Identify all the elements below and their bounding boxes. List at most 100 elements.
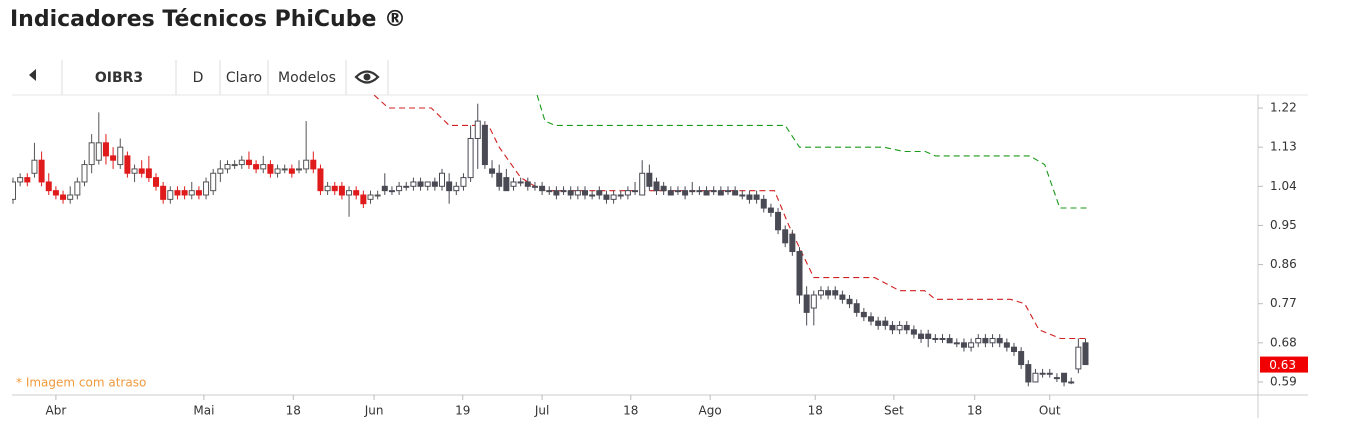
candle-body — [417, 181, 424, 187]
candle-body — [181, 190, 188, 196]
theme-button[interactable]: Claro — [226, 70, 262, 86]
candle-body — [717, 190, 724, 196]
candle-body — [296, 168, 302, 171]
stop-line — [536, 95, 1090, 209]
candle-body — [553, 190, 560, 196]
candle-body — [610, 194, 617, 200]
candle-body — [403, 185, 410, 188]
candle-body — [653, 181, 660, 192]
candle-body — [789, 233, 796, 253]
candle-body — [860, 311, 867, 318]
models-button[interactable]: Modelos — [278, 70, 336, 86]
candle-body — [574, 190, 581, 196]
candle-body — [60, 194, 67, 200]
candle-body — [1075, 346, 1082, 370]
candle-body — [160, 185, 167, 200]
candle-body — [546, 190, 553, 193]
candle-body — [274, 168, 281, 174]
candle-body — [188, 190, 195, 196]
candle-body — [124, 155, 131, 174]
candle-body — [374, 194, 381, 197]
candle-body — [238, 159, 245, 166]
candle-body — [1061, 372, 1068, 383]
candle-body — [1068, 381, 1075, 384]
x-tick-label: 19 — [455, 404, 470, 418]
candle-body — [303, 159, 310, 170]
candle-body — [660, 185, 667, 192]
candle-body — [31, 159, 38, 174]
candle-body — [52, 190, 59, 196]
candle-body — [360, 194, 367, 205]
candle-body — [88, 142, 95, 166]
candle-body — [1011, 346, 1017, 353]
last-price-label: 0.63 — [1269, 358, 1296, 372]
period-button[interactable]: D — [193, 70, 204, 86]
y-tick-label: 1.04 — [1270, 179, 1297, 193]
candle-body — [424, 181, 431, 187]
candle-body — [1053, 377, 1060, 380]
candle-body — [338, 185, 345, 196]
candle-body — [195, 190, 202, 196]
candle-body — [431, 181, 438, 187]
candle-body — [582, 190, 588, 196]
candle-body — [331, 185, 338, 192]
x-tick-label: 18 — [967, 404, 982, 418]
candle-body — [467, 137, 474, 179]
candle-body — [388, 190, 395, 193]
candle-body — [167, 190, 174, 200]
back-button[interactable] — [29, 69, 36, 81]
candle-body — [939, 337, 946, 340]
candle-body — [1003, 342, 1010, 348]
candle-body — [889, 324, 896, 331]
candle-body — [12, 181, 16, 200]
candle-body — [775, 211, 782, 231]
candle-body — [753, 194, 760, 200]
candle-body — [725, 190, 731, 193]
candle-body — [24, 177, 31, 183]
candle-body — [846, 298, 853, 305]
candle-body — [260, 164, 267, 170]
candle-body — [381, 185, 388, 192]
candle-body — [439, 172, 445, 187]
y-tick-label: 0.77 — [1270, 296, 1297, 310]
candle-body — [224, 164, 231, 170]
candle-body — [81, 164, 88, 183]
eye-button[interactable] — [354, 70, 380, 84]
last-price-box — [1260, 356, 1308, 373]
candle-body — [367, 194, 374, 200]
candle-body — [739, 194, 746, 197]
candle-body — [102, 142, 109, 157]
candle-body — [353, 190, 360, 196]
x-tick-label: 18 — [808, 404, 823, 418]
candle-body — [510, 181, 517, 187]
page-title: Indicadores Técnicos PhiCube ® — [10, 7, 406, 32]
candle-body — [446, 181, 453, 192]
candle-body — [982, 337, 989, 344]
candle-body — [746, 194, 753, 200]
candle-body — [732, 190, 739, 196]
candle-body — [396, 185, 403, 192]
candle-body — [689, 190, 696, 193]
candle-body — [882, 320, 889, 326]
x-tick-label: Jun — [364, 404, 384, 418]
candle-body — [310, 159, 317, 170]
candle-body — [1039, 372, 1046, 375]
candle-body — [131, 168, 138, 174]
candle-body — [782, 229, 789, 244]
candle-body — [596, 190, 603, 196]
candle-body — [245, 159, 252, 166]
candle-body — [796, 251, 803, 296]
y-tick-label: 0.95 — [1270, 218, 1297, 232]
symbol-button[interactable]: OIBR3 — [95, 70, 143, 86]
candle-body — [810, 294, 817, 309]
y-tick-label: 0.59 — [1270, 374, 1297, 388]
plot — [12, 95, 1090, 387]
candle-body — [203, 181, 210, 196]
candle-body — [632, 190, 639, 193]
candle-body — [667, 190, 674, 196]
candle-body — [67, 194, 74, 200]
candle-body — [145, 168, 152, 179]
candle-body — [217, 168, 224, 174]
